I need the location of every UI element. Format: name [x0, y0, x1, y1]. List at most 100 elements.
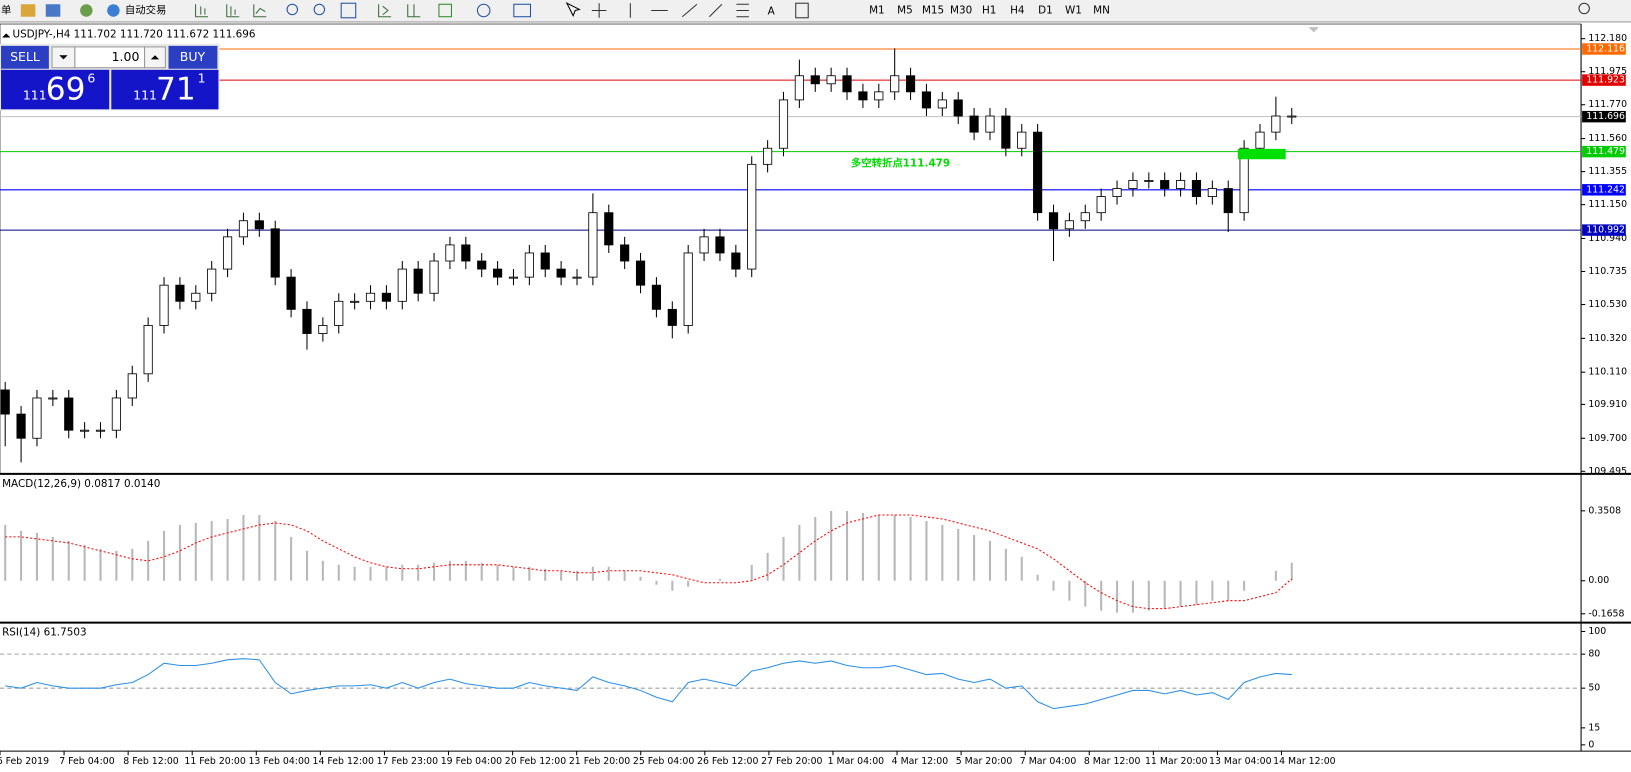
- candle-body: [270, 228, 280, 278]
- candle-body: [350, 300, 360, 303]
- candle-body: [365, 292, 376, 302]
- bid-main: 69: [46, 72, 86, 108]
- macd-signal: [5, 514, 1293, 610]
- buy-label[interactable]: BUY: [180, 49, 206, 64]
- candle-body: [143, 325, 153, 375]
- timeframe[interactable]: M15: [922, 4, 944, 16]
- lot-value[interactable]: 1.00: [112, 49, 140, 64]
- bid-big: 111: [23, 87, 47, 102]
- icon[interactable]: A: [768, 6, 776, 18]
- trade-panel: SELL 1.00 BUY 111 69 6 111 71 1: [0, 43, 220, 111]
- menu-fragment[interactable]: 单: [1, 4, 11, 16]
- candle-body: [1128, 180, 1138, 189]
- candle-body: [842, 75, 852, 93]
- icon[interactable]: [1578, 2, 1590, 15]
- icon[interactable]: [476, 3, 491, 18]
- timeframe[interactable]: MN: [1093, 4, 1110, 16]
- candle-body: [556, 268, 566, 278]
- icon[interactable]: [195, 4, 209, 18]
- arrow: [59, 55, 68, 60]
- x-tick-label: 13 Feb 04:00: [248, 756, 309, 767]
- icon[interactable]: [378, 4, 392, 18]
- candle-body: [1064, 220, 1074, 230]
- x-tick-label: 20 Feb 12:00: [505, 756, 566, 767]
- candle-body: [381, 292, 391, 302]
- candle-body: [1144, 180, 1154, 182]
- y-tick-label: 109.495: [1588, 466, 1627, 477]
- candle-body: [1287, 115, 1297, 118]
- ask-box[interactable]: [111, 69, 219, 110]
- candle-body: [1017, 131, 1027, 149]
- x-tick-label: 17 Feb 23:00: [377, 756, 438, 767]
- icon[interactable]: [591, 3, 749, 18]
- candle-body: [508, 276, 519, 279]
- icon[interactable]: [80, 4, 93, 17]
- y-tick-label: 111.150: [1588, 199, 1627, 210]
- level-label: 111.696: [1586, 111, 1625, 122]
- level-label: 111.242: [1586, 184, 1625, 195]
- candle-body: [175, 284, 185, 302]
- timeframe[interactable]: M5: [897, 4, 913, 16]
- icon[interactable]: [20, 4, 36, 17]
- candle-body: [0, 389, 10, 415]
- timeframe[interactable]: D1: [1038, 4, 1053, 16]
- timeframe[interactable]: M30: [950, 4, 972, 16]
- bid-box[interactable]: [1, 69, 110, 110]
- y-tick-label: 112.180: [1588, 33, 1627, 44]
- icon[interactable]: [565, 2, 581, 17]
- y-tick-label: -0.1658: [1588, 608, 1624, 619]
- candle-body: [874, 91, 884, 101]
- x-tick-label: 11 Feb 20:00: [184, 756, 245, 767]
- icon[interactable]: [107, 4, 120, 17]
- y-tick-label: 110.735: [1588, 266, 1627, 277]
- icon[interactable]: [795, 2, 809, 19]
- level-label-bg: [1582, 145, 1626, 158]
- shift-marker: [1308, 27, 1319, 33]
- chart-header: USDJPY-,H4 111.702 111.720 111.672 111.6…: [12, 28, 255, 40]
- icon[interactable]: [407, 4, 421, 18]
- candle-body: [1271, 115, 1281, 133]
- macd-header: MACD(12,26,9) 0.0817 0.0140: [2, 478, 160, 490]
- y-tick-label: 109.700: [1588, 433, 1627, 444]
- ask-big: 111: [133, 87, 157, 102]
- auto-trading[interactable]: 自动交易: [125, 3, 167, 16]
- icon[interactable]: [313, 3, 326, 16]
- timeframe[interactable]: H4: [1010, 4, 1025, 16]
- y-tick-label: 110.940: [1588, 233, 1627, 244]
- icon[interactable]: [340, 2, 357, 19]
- candle-body: [620, 244, 630, 262]
- level-label-bg: [1582, 43, 1626, 55]
- x-tick-label: 11 Mar 20:00: [1145, 756, 1208, 767]
- rsi-header: RSI(14) 61.7503: [2, 627, 86, 639]
- timeframe[interactable]: M1: [869, 4, 885, 16]
- sell-label[interactable]: SELL: [10, 49, 40, 64]
- y-tick-label: 80: [1588, 649, 1600, 660]
- candle-body: [334, 300, 344, 326]
- collapse-icon[interactable]: [2, 33, 11, 38]
- icon[interactable]: [253, 4, 267, 18]
- icon[interactable]: [45, 4, 61, 17]
- candle-body: [286, 276, 296, 310]
- y-tick-label: 100: [1588, 626, 1606, 637]
- candle-body: [572, 276, 582, 279]
- candle-body: [524, 252, 534, 278]
- level-label-bg: [1582, 184, 1626, 196]
- candle-body: [32, 397, 42, 439]
- candle-body: [254, 220, 264, 230]
- candle-body: [48, 397, 58, 400]
- icon[interactable]: [438, 3, 452, 18]
- icon[interactable]: [226, 4, 240, 18]
- candle-body: [794, 75, 804, 101]
- ask-small: 1: [198, 71, 206, 86]
- candle-body: [810, 75, 820, 85]
- timeframe[interactable]: W1: [1065, 4, 1082, 16]
- y-tick-label: 111.770: [1588, 99, 1627, 110]
- buy-button[interactable]: [168, 45, 218, 69]
- icon[interactable]: [286, 3, 299, 16]
- level-label: 111.479: [1586, 146, 1625, 157]
- icon[interactable]: [513, 3, 532, 18]
- sell-button[interactable]: [1, 45, 49, 69]
- candle-body: [969, 115, 979, 133]
- candle-body: [80, 429, 90, 432]
- timeframe[interactable]: H1: [982, 4, 996, 16]
